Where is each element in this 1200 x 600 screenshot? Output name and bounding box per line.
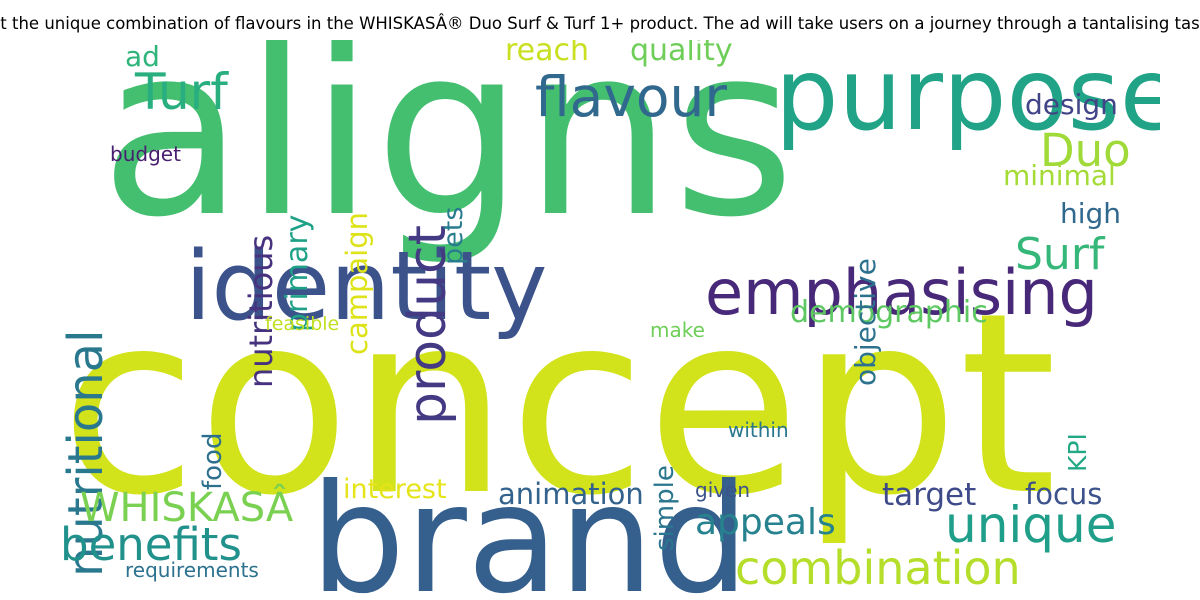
word-combination: combination [735,541,1021,595]
word-aligns: aligns [100,40,796,269]
word-emphasising: emphasising [705,256,1098,329]
figure-title: t the unique combination of flavours in … [0,14,1200,33]
word-simple: simple [650,465,680,551]
word-unique: unique [945,496,1117,554]
word-objective: objective [849,258,882,386]
word-purpose: purpose [775,40,1160,153]
word-demographic: demographic [790,295,988,330]
word-requirements: requirements [125,558,259,582]
word-interest: interest [343,474,447,505]
word-food: food [198,432,228,490]
word-make: make [650,318,705,342]
word-benefits: benefits [60,518,242,571]
word-given: given [695,478,751,502]
word-duo: Duo [1040,124,1131,177]
word-turf: Turf [135,63,228,121]
word-appeals: appeals [695,502,836,543]
word-high: high [1060,197,1122,230]
word-surf: Surf [1015,229,1105,280]
word-cloud: aligns concept brand purpose identity emphasi… [40,40,1160,600]
word-focus: focus [1025,477,1103,511]
word-kpi: KPI [1063,433,1092,472]
word-minimal: minimal [1003,159,1116,192]
word-animation: animation [498,477,644,511]
word-campaign: campaign [340,212,374,355]
word-nutritious: nutritious [242,234,280,388]
word-brand: brand [310,453,750,600]
word-concept: concept [60,259,1057,550]
word-pets: pets [438,206,469,265]
word-budget: budget [110,142,181,166]
word-target: target [882,477,977,513]
word-identity: identity [185,232,548,342]
word-feasible: feasible [265,313,340,335]
word-quality: quality [630,40,733,68]
word-whiskas: WHISKASÂ [80,485,294,531]
word-reach: reach [505,40,590,68]
word-design: design [1025,88,1118,121]
word-ad: ad [125,40,160,73]
word-within: within [728,418,789,442]
word-flavour: flavour [535,65,728,129]
